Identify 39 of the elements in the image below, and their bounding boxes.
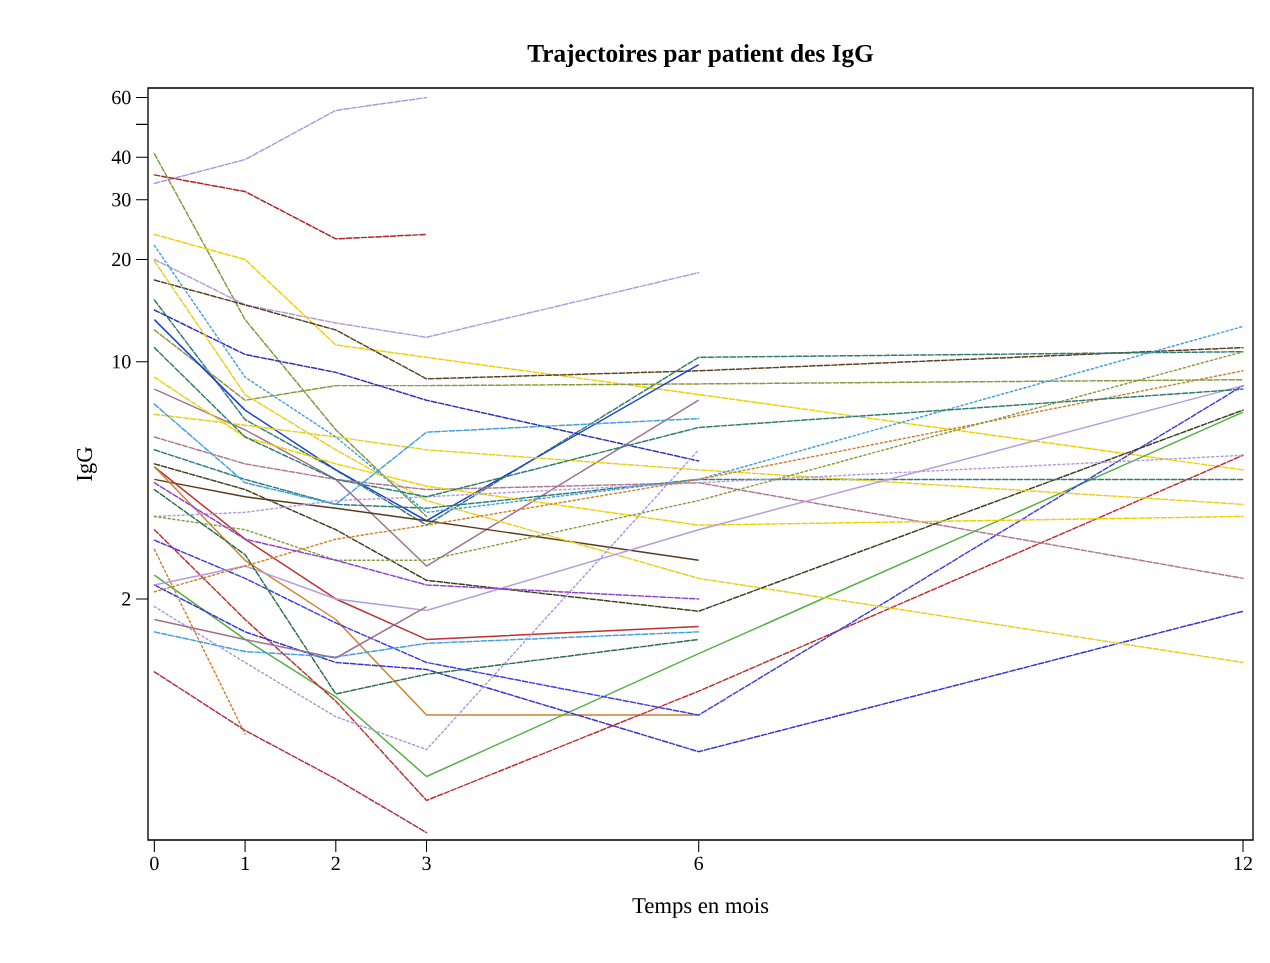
line-series <box>153 478 700 562</box>
line-series <box>153 279 1244 380</box>
y-tick-label: 10 <box>113 354 131 369</box>
line-series <box>153 260 1244 664</box>
line-series <box>153 244 1244 514</box>
x-tick-label: 2 <box>331 856 340 870</box>
line-series <box>153 174 428 240</box>
x-tick-label: 0 <box>150 856 159 871</box>
line-series <box>153 436 1244 580</box>
line-series <box>153 481 700 600</box>
x-tick-label: 3 <box>422 856 431 871</box>
line-series <box>153 318 700 522</box>
y-tick-label: 30 <box>112 192 131 207</box>
x-tick-label: 6 <box>694 856 704 871</box>
line-series <box>153 258 700 339</box>
line-series <box>153 671 428 834</box>
x-tick-label: 1 <box>241 856 249 870</box>
y-axis-title: IgG <box>76 447 97 481</box>
line-series <box>153 411 1244 778</box>
line-series <box>153 384 1244 716</box>
line-series <box>153 488 700 695</box>
line-series <box>153 309 700 462</box>
line-series <box>153 299 1244 526</box>
x-tick-label: 12 <box>1234 856 1252 870</box>
line-series <box>153 233 1244 471</box>
line-series <box>153 388 700 567</box>
line-series <box>153 454 1244 802</box>
line-series <box>153 96 428 185</box>
line-series <box>153 584 1244 753</box>
line-series <box>153 449 1244 509</box>
y-tick-label: 60 <box>112 90 131 105</box>
line-series <box>153 605 428 659</box>
line-series <box>153 376 1244 526</box>
chart-title: Trajectoires par patient des IgG <box>527 44 874 68</box>
y-tick-label: 40 <box>111 150 131 165</box>
line-series <box>153 631 700 658</box>
x-axis-title: Temps en mois <box>632 898 769 918</box>
y-tick-label: 2 <box>122 592 131 606</box>
y-tick-label: 20 <box>112 252 131 267</box>
